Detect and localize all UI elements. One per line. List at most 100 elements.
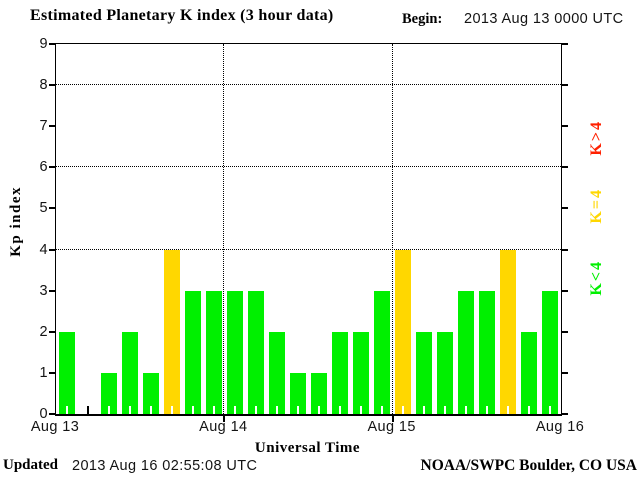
kp-bar xyxy=(163,249,180,414)
x-minor-tick xyxy=(486,406,489,414)
y-axis-tick xyxy=(562,166,568,169)
x-minor-tick xyxy=(233,406,236,414)
legend-k-gt-4: K>4 xyxy=(588,120,605,156)
y-axis-tick-label: 8 xyxy=(39,77,48,94)
y-axis-tick-label: 9 xyxy=(39,36,48,52)
y-axis-tick-label: 2 xyxy=(39,323,48,340)
kp-bar xyxy=(205,290,222,414)
y-axis-tick xyxy=(562,43,568,45)
kp-bar xyxy=(374,290,391,414)
chart-title: Estimated Planetary K index (3 hour data… xyxy=(30,7,334,24)
kp-bar xyxy=(184,290,201,414)
x-minor-tick xyxy=(402,406,405,414)
kp-bar xyxy=(479,290,496,414)
kp-bar xyxy=(458,290,475,414)
gridline-y-4 xyxy=(56,248,561,250)
x-minor-tick xyxy=(86,406,89,414)
kp-bar xyxy=(289,372,306,414)
kp-bar xyxy=(395,249,412,414)
x-minor-tick xyxy=(191,406,194,414)
y-axis-tick xyxy=(562,248,568,251)
y-axis-tick-label: 5 xyxy=(39,200,48,217)
kp-bar xyxy=(416,331,433,414)
kp-bar xyxy=(311,372,328,414)
x-minor-tick xyxy=(107,406,110,414)
x-axis-day-label: Aug 13 xyxy=(30,419,80,435)
y-axis-tick xyxy=(49,248,55,251)
y-axis-tick xyxy=(562,207,568,210)
y-axis-tick xyxy=(49,166,55,169)
y-axis-tick-label: 1 xyxy=(39,364,48,381)
x-minor-tick xyxy=(465,406,468,414)
y-axis-tick xyxy=(49,289,55,292)
legend-k-eq-4: K=4 xyxy=(588,188,605,224)
y-axis-tick xyxy=(49,330,55,333)
kp-bar xyxy=(437,331,454,414)
kp-bar xyxy=(500,249,517,414)
legend-k-lt-4: K<4 xyxy=(588,260,605,296)
y-axis-tick xyxy=(562,371,568,374)
x-axis-title: Universal Time xyxy=(254,440,361,456)
y-axis-tick xyxy=(49,125,55,128)
x-minor-tick xyxy=(170,406,173,414)
kp-bar xyxy=(268,331,285,414)
x-minor-tick xyxy=(549,406,552,414)
x-minor-tick xyxy=(528,406,531,414)
y-axis-tick xyxy=(49,43,55,45)
y-axis-tick-label: 0 xyxy=(39,406,48,422)
day-boundary-gridline xyxy=(223,44,225,414)
begin-label: Begin: xyxy=(402,11,443,27)
x-minor-tick xyxy=(318,406,321,414)
y-axis-tick xyxy=(49,371,55,374)
y-axis-tick xyxy=(562,125,568,128)
y-axis-tick xyxy=(49,207,55,210)
y-axis-tick-label: 4 xyxy=(39,241,48,258)
y-axis-tick-label: 6 xyxy=(39,159,48,176)
gridline-y-6 xyxy=(56,166,561,168)
begin-value: 2013 Aug 13 0000 UTC xyxy=(464,11,624,27)
updated-timestamp: 2013 Aug 16 02:55:08 UTC xyxy=(72,458,258,474)
y-axis-labels: 0 1 2 3 4 5 6 7 8 9 xyxy=(22,36,48,422)
x-minor-tick xyxy=(65,406,68,414)
kp-bar xyxy=(58,331,75,414)
x-axis-day-tick xyxy=(391,416,394,422)
x-minor-tick xyxy=(149,406,152,414)
x-minor-tick xyxy=(254,406,257,414)
kp-bar xyxy=(100,372,117,414)
updated-label: Updated xyxy=(3,457,59,473)
x-minor-tick xyxy=(339,406,342,414)
gridline-y-8 xyxy=(56,84,561,86)
legend: K>4 K=4 K<4 xyxy=(588,0,610,480)
y-axis-tick xyxy=(562,84,568,87)
x-axis-day-tick xyxy=(223,416,226,422)
y-axis-tick-label: 7 xyxy=(39,118,48,135)
y-axis-tick xyxy=(49,84,55,87)
x-minor-tick xyxy=(381,406,384,414)
x-minor-tick xyxy=(212,406,215,414)
plot-area xyxy=(49,43,568,422)
x-minor-tick xyxy=(128,406,131,414)
x-minor-tick xyxy=(444,406,447,414)
y-axis-tick xyxy=(562,330,568,333)
x-minor-tick xyxy=(360,406,363,414)
kp-bar xyxy=(353,331,370,414)
kp-bar xyxy=(121,331,138,414)
y-axis-tick-label: 3 xyxy=(39,282,48,299)
kp-bar xyxy=(521,331,538,414)
x-axis-day-label: Aug 14 xyxy=(199,419,248,435)
x-axis-labels: Aug 13 Aug 14 Aug 15 Aug 16 xyxy=(0,419,640,437)
x-axis-day-label: Aug 15 xyxy=(367,419,416,435)
kp-bar xyxy=(332,331,349,414)
y-axis-tick xyxy=(562,289,568,292)
x-minor-tick xyxy=(296,406,299,414)
x-axis-day-label: Aug 16 xyxy=(535,419,585,435)
y-axis-tick xyxy=(562,413,568,415)
kp-bar xyxy=(542,290,559,414)
day-boundary-gridline xyxy=(391,44,393,414)
kp-bar xyxy=(247,290,264,414)
credit-text: NOAA/SWPC Boulder, CO USA xyxy=(420,457,637,474)
y-axis-title: Kp index xyxy=(8,186,24,257)
kp-bar xyxy=(226,290,243,414)
x-minor-tick xyxy=(423,406,426,414)
